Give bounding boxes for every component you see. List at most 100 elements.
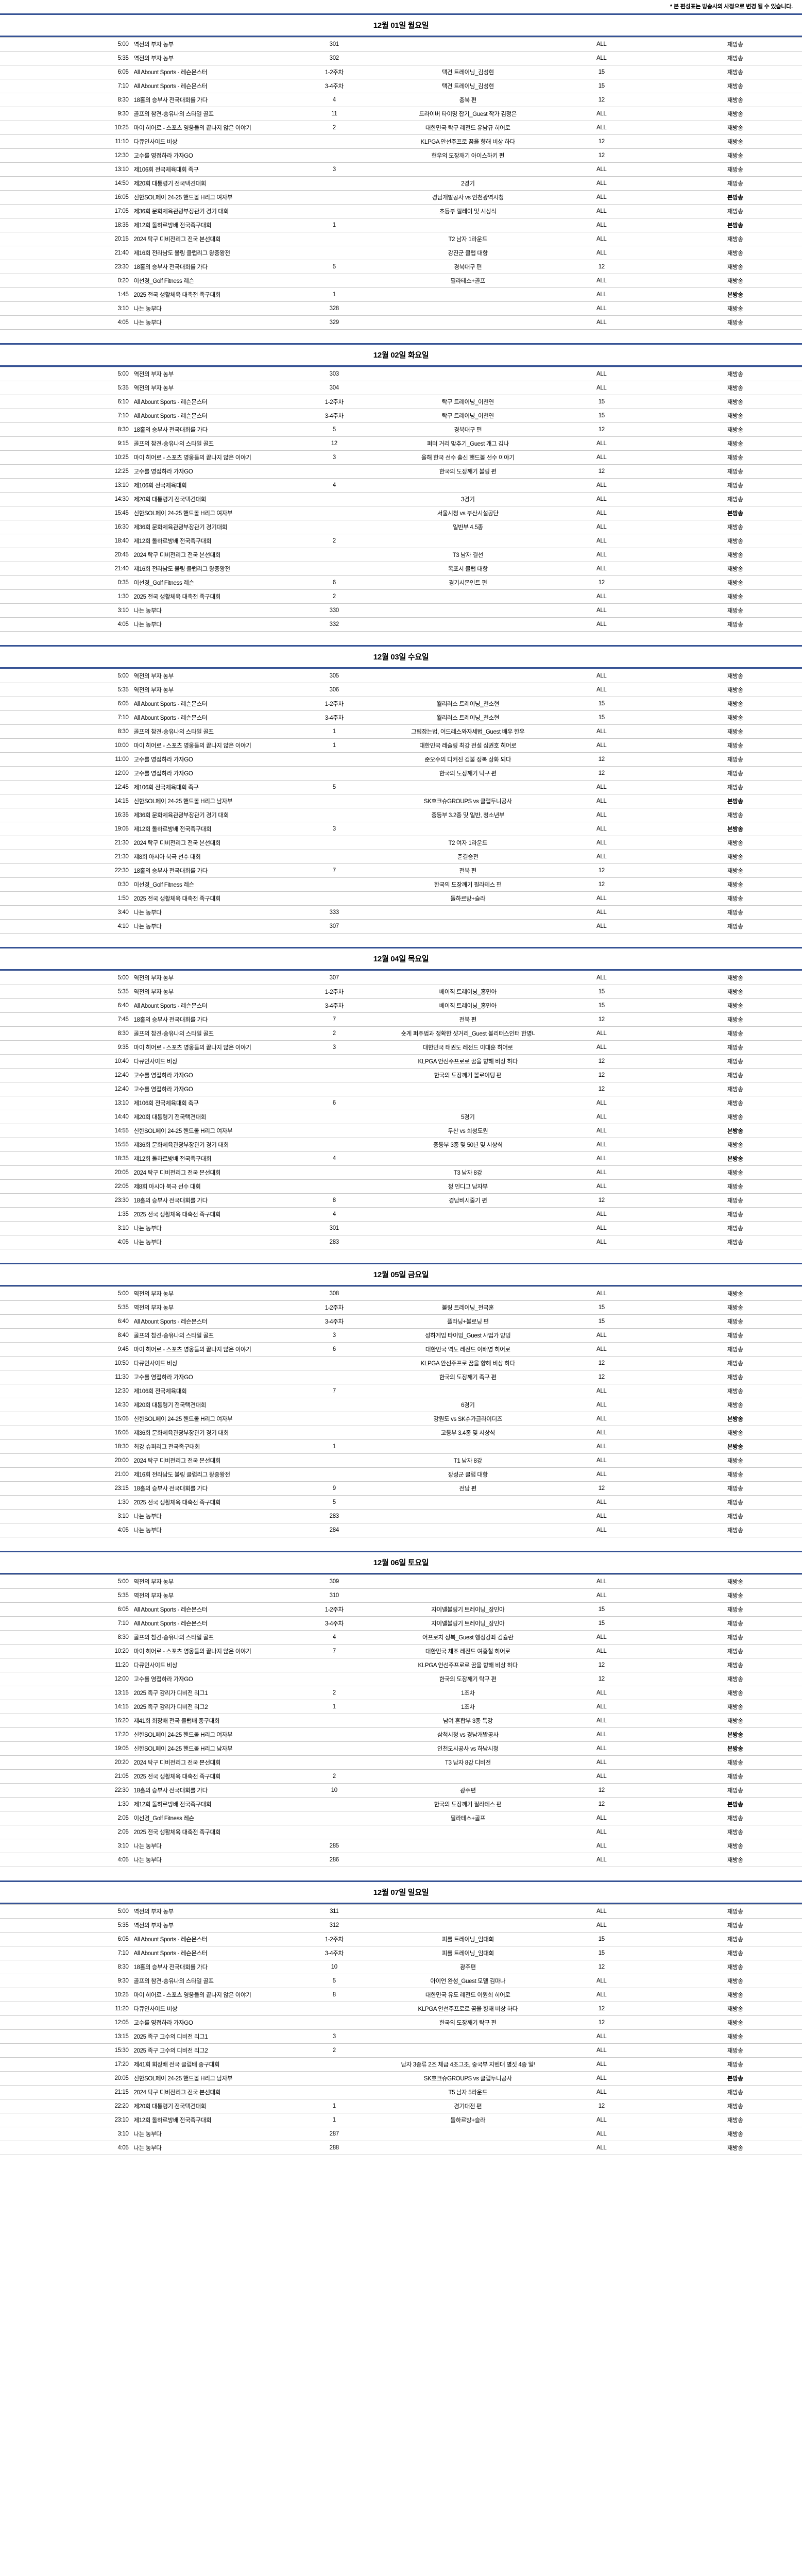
table-row: 5:00 역전의 부자 농부 301 ALL 재방송 [0,37,802,52]
program-title: 최강 슈퍼리그 전국족구대회 [133,1439,267,1454]
broadcast-type: 재방송 [668,1509,802,1523]
program-time: 4:10 [0,919,134,934]
program-description [401,1853,535,1867]
program-title: 제36회 문화체육관광부장관기 경기 대회 [133,204,267,218]
program-title: 제41회 회장배 전국 클럽배 종구대회 [133,1714,267,1728]
broadcast-type: 재방송 [668,1700,802,1714]
program-description: 경북대구 편 [401,260,535,274]
program-time: 8:30 [0,422,134,437]
program-rating: ALL [535,919,669,934]
program-description [401,1151,535,1166]
program-description [401,367,535,381]
program-rating: ALL [535,1467,669,1482]
table-row: 3:10 나는 농부다 285 ALL 재방송 [0,1839,802,1853]
program-description: 경기대전 편 [401,2099,535,2113]
program-time: 12:40 [0,1082,134,1096]
program-time: 9:15 [0,436,134,451]
table-row: 18:30 최강 슈퍼리그 전국족구대회 1 ALL 본방송 [0,1439,802,1454]
table-row: 5:35 역전의 부자 농부 302 ALL 재방송 [0,51,802,65]
broadcast-type: 재방송 [668,2113,802,2127]
program-description [401,1235,535,1249]
table-row: 5:00 역전의 부자 농부 305 ALL 재방송 [0,669,802,683]
program-title: 제106회 전국체육대회 족구 [133,780,267,794]
table-row: 14:15 2025 족구 강리가 디비전 리그2 1 1조차 ALL 재방송 [0,1700,802,1714]
table-row: 12:30 고수를 영접하라 가자GO 현우의 도장깨기 아이스하키 편 12 재방송 [0,148,802,163]
program-title: All Abount Sports - 레슨몬스터 [133,409,267,423]
table-row: 15:45 신한SOL페이 24-25 핸드볼 H리그 여자부 서울시청 vs 부산… [0,506,802,520]
program-episode [267,274,401,288]
table-row: 14:30 제20회 대통령기 전국택견대회 3경기 ALL 재방송 [0,492,802,506]
program-time: 21:05 [0,1769,134,1784]
program-description: T3 남자 결선 [401,548,535,562]
broadcast-type: 재방송 [668,617,802,632]
broadcast-type: 재방송 [668,1342,802,1357]
table-row: 7:10 All Abount Sports - 레슨몬스터 3-4주차 택견 트레이… [0,79,802,93]
program-time: 14:30 [0,1398,134,1412]
program-episode: 312 [267,1918,401,1933]
program-episode: 285 [267,1839,401,1853]
program-time: 14:30 [0,492,134,506]
table-top-rule [0,969,802,971]
program-episode: 1-2주차 [267,985,401,999]
program-title: 제8회 아시아 북극 선수 대회 [133,850,267,864]
program-title: 고수를 영접하라 가자GO [133,1672,267,1686]
program-episode: 288 [267,2141,401,2155]
program-episode [267,1727,401,1742]
program-description: 한국의 도장깨기 볼링 편 [401,464,535,479]
program-description [401,381,535,395]
program-title: All Abount Sports - 레슨몬스터 [133,1932,267,1946]
program-time: 21:40 [0,562,134,576]
day-block-4: 12월 04일 목요일 5:00 역전의 부자 농부 307 ALL 재방송 5:35 역전… [0,947,802,1249]
table-row: 9:45 마이 히어로 - 스포츠 영웅들의 끝나지 않은 이야기 6 대한민국 역도… [0,1342,802,1357]
program-episode [267,766,401,781]
table-row: 5:35 역전의 부자 농부 1-2주차 볼링 트레이닝_전국훈 15 재방송 [0,1300,802,1315]
program-description [401,1904,535,1919]
program-rating: ALL [535,1574,669,1589]
broadcast-type: 재방송 [668,1398,802,1412]
program-time: 23:30 [0,1193,134,1208]
program-episode [267,850,401,864]
table-row: 12:05 고수를 영접하라 가자GO 한국의 도장깨기 탁구 편 12 재방송 [0,2015,802,2030]
program-title: 2025 전국 생활체육 대축전 족구대회 [133,1769,267,1784]
program-episode [267,836,401,850]
table-row: 5:35 역전의 부자 농부 310 ALL 재방송 [0,1588,802,1603]
program-title: 2025 전국 생활체육 대축전 족구대회 [133,891,267,906]
table-row: 21:00 제16회 전라남도 볼링 클럽리그 왕중왕전 장성군 클럽 대항 ALL 재… [0,1467,802,1482]
day-title: 12월 02일 화요일 [373,351,429,360]
program-description [401,1825,535,1839]
schedule-page: * 본 편성표는 방송사의 사정으로 변경 될 수 있습니다. 12월 01일 … [0,4,802,2155]
program-description: 강진군 클럽 대항 [401,246,535,260]
broadcast-type: 재방송 [668,2127,802,2141]
program-rating: ALL [535,1686,669,1700]
program-episode [267,1811,401,1825]
table-row: 20:15 2024 탁구 디비전리그 전국 본선대회 T2 남자 1라운드 ALL 재… [0,232,802,246]
program-time: 5:35 [0,985,134,999]
program-rating: ALL [535,1700,669,1714]
table-top-rule-cell [0,1903,802,1905]
broadcast-type: 재방송 [668,315,802,330]
program-time: 5:00 [0,669,134,683]
broadcast-type: 재방송 [668,520,802,534]
program-title: 신한SOL페이 24-25 핸드볼 H리그 남자부 [133,1741,267,1756]
program-time: 20:05 [0,1165,134,1180]
broadcast-type: 재방송 [668,1588,802,1603]
broadcast-type: 본방송 [668,794,802,808]
table-row: 22:30 18홀의 승부사 전국대회를 가다 7 전북 편 12 재방송 [0,863,802,878]
program-description [401,534,535,548]
broadcast-type: 재방송 [668,1356,802,1370]
program-rating: ALL [535,232,669,246]
program-episode: 2 [267,1026,401,1041]
broadcast-type: 본방송 [668,2071,802,2086]
schedule-table-body: 5:00 역전의 부자 농부 309 ALL 재방송 5:35 역전의 부자 농부 310 AL… [0,1573,802,1867]
program-episode [267,1110,401,1124]
program-description [401,780,535,794]
program-rating: ALL [535,1523,669,1537]
program-episode [267,1412,401,1426]
table-row: 9:35 마이 히어로 - 스포츠 영웅들의 끝나지 않은 이야기 3 대한민국 태권… [0,1040,802,1055]
program-episode: 9 [267,1481,401,1496]
table-top-rule [0,36,802,38]
program-description: T2 남자 1라운드 [401,232,535,246]
program-episode: 12 [267,436,401,451]
table-row: 5:35 역전의 부자 농부 304 ALL 재방송 [0,381,802,395]
program-description: 드라이버 타이밍 잡기_Guest 작가 김정은 [401,107,535,121]
